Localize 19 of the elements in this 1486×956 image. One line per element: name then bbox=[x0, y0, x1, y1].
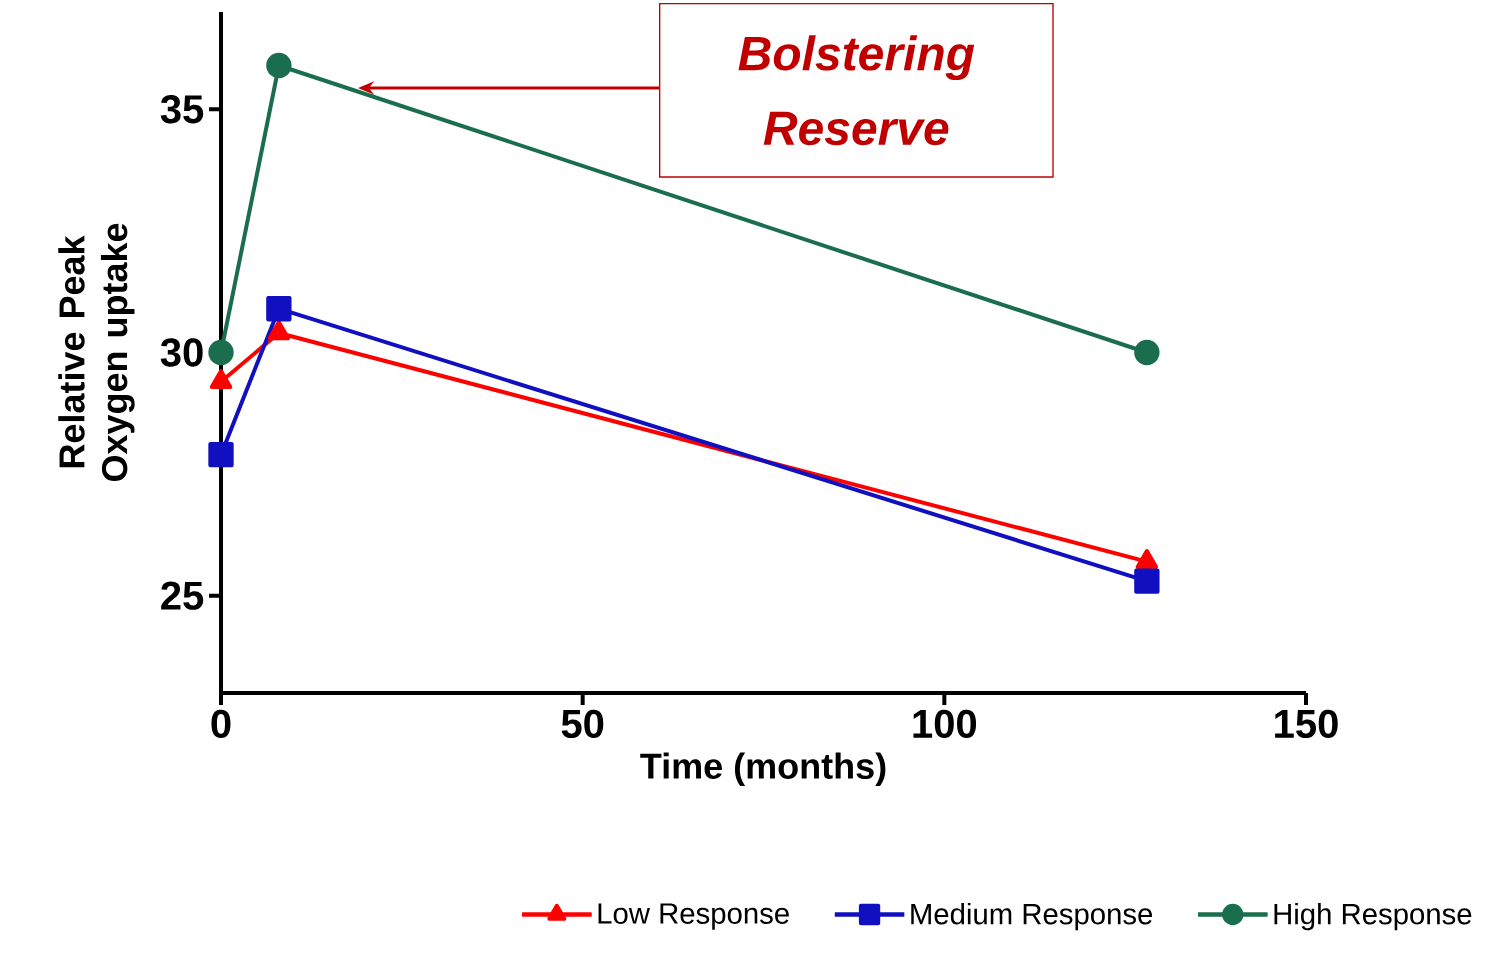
point bbox=[266, 296, 292, 322]
point bbox=[208, 339, 234, 366]
legend-label: Medium Response bbox=[911, 902, 1153, 931]
point bbox=[1134, 568, 1160, 594]
y-tick-label: 35 bbox=[160, 95, 204, 124]
y-axis-title: Relative Peak Oxygen uptake bbox=[58, 223, 135, 482]
point bbox=[1134, 339, 1160, 366]
y-tick-label: 25 bbox=[161, 581, 204, 610]
x-tick-label: 150 bbox=[1275, 709, 1338, 739]
legend-label: Low Response bbox=[598, 903, 789, 930]
x-axis-title: Time (months) bbox=[640, 752, 886, 787]
x-tick-label: 50 bbox=[561, 709, 604, 739]
x-tick-label: 100 bbox=[913, 709, 977, 739]
y-tick-label: 30 bbox=[160, 338, 203, 367]
legend-label: High Response bbox=[1274, 902, 1472, 931]
x-tick-label: 0 bbox=[211, 709, 231, 739]
point bbox=[208, 441, 234, 468]
point bbox=[266, 52, 292, 79]
annotation: Bolstering Reserve bbox=[738, 35, 975, 146]
